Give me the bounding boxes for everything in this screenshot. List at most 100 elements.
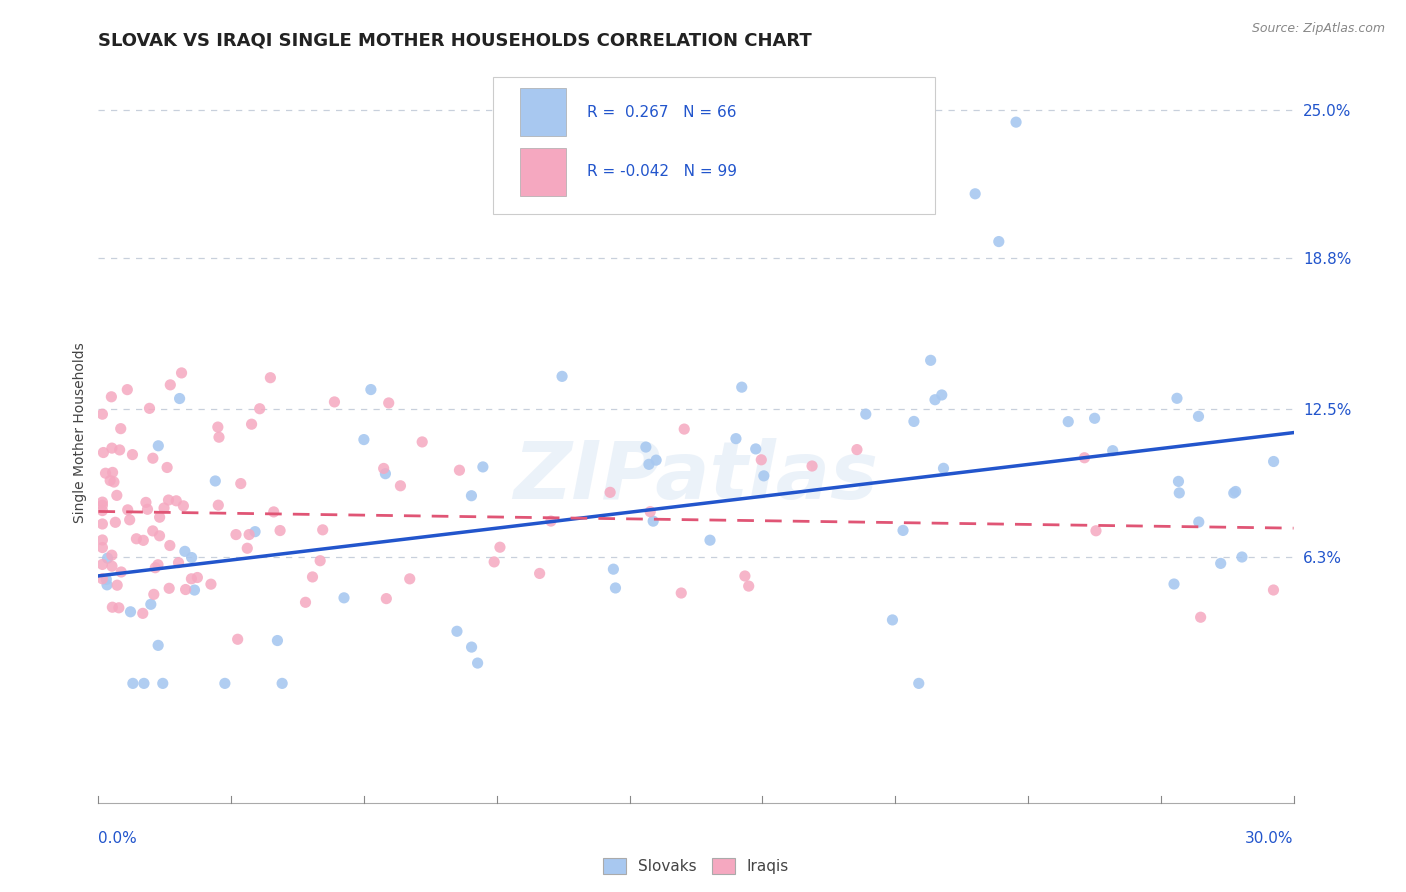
Point (263, 505, 285, 519)
Point (602, 562, 624, 576)
Point (132, 533, 155, 548)
Point (323, 395, 346, 409)
Point (186, 570, 208, 584)
Point (153, 500, 176, 515)
Legend: Slovaks, Iraqis: Slovaks, Iraqis (596, 852, 796, 880)
Point (731, 380, 754, 394)
Point (174, 582, 197, 597)
Point (146, 558, 169, 572)
Point (101, 600, 124, 615)
Text: Source: ZipAtlas.com: Source: ZipAtlas.com (1251, 22, 1385, 36)
Point (226, 632, 249, 647)
Point (91, 495, 114, 509)
Point (146, 639, 169, 653)
Point (671, 586, 693, 600)
Point (599, 485, 621, 500)
Point (236, 541, 259, 556)
Point (118, 513, 141, 527)
Point (460, 640, 482, 654)
Point (157, 493, 180, 508)
Point (738, 579, 761, 593)
Point (1230, 549, 1253, 564)
Bar (520, 88, 565, 136)
Point (96, 578, 118, 592)
Bar (520, 147, 565, 195)
Point (551, 369, 574, 384)
Point (229, 476, 252, 491)
Point (1101, 443, 1123, 458)
Point (489, 540, 512, 554)
Point (139, 597, 162, 611)
Point (96, 551, 118, 566)
Point (924, 392, 946, 407)
Point (482, 555, 505, 569)
Y-axis label: Single Mother Households: Single Mother Households (73, 343, 87, 523)
Point (855, 407, 877, 421)
Point (389, 479, 412, 493)
Point (180, 572, 202, 586)
Point (148, 529, 170, 543)
Point (1073, 450, 1095, 465)
Point (1209, 557, 1232, 571)
Point (125, 532, 148, 546)
Point (529, 566, 551, 581)
Point (882, 613, 904, 627)
Point (142, 524, 165, 538)
Point (225, 527, 247, 541)
Point (446, 624, 468, 639)
Point (207, 420, 229, 434)
Point (471, 459, 494, 474)
Point (117, 383, 139, 397)
Point (920, 353, 942, 368)
Point (965, 186, 987, 201)
Point (411, 434, 433, 449)
Point (1166, 392, 1188, 406)
Point (170, 366, 193, 380)
Point (108, 600, 131, 615)
Point (634, 440, 657, 454)
Point (301, 570, 323, 584)
Point (117, 503, 139, 517)
Point (1057, 415, 1080, 429)
Point (645, 453, 668, 467)
Point (183, 582, 205, 597)
Point (931, 388, 953, 402)
Point (643, 514, 665, 528)
Point (240, 417, 263, 432)
Point (238, 527, 260, 541)
Point (121, 676, 143, 690)
Point (121, 448, 143, 462)
Point (91, 407, 114, 421)
Point (159, 377, 181, 392)
Point (100, 390, 122, 404)
Text: 30.0%: 30.0% (1246, 831, 1294, 847)
Point (271, 676, 294, 690)
Point (103, 475, 125, 489)
Point (734, 569, 756, 583)
Point (96, 573, 118, 587)
Point (167, 556, 190, 570)
Point (104, 516, 127, 530)
Point (540, 514, 562, 528)
Point (699, 533, 721, 548)
Point (136, 502, 159, 516)
Point (749, 452, 772, 467)
Point (309, 554, 332, 568)
Point (249, 401, 271, 416)
Point (98, 474, 121, 488)
Point (93, 445, 115, 459)
Point (94, 467, 117, 481)
Point (266, 633, 288, 648)
Text: 0.0%: 0.0% (98, 831, 138, 847)
Point (204, 474, 226, 488)
Point (132, 607, 155, 621)
Point (353, 433, 375, 447)
Point (745, 442, 768, 456)
Point (101, 466, 124, 480)
Point (1084, 411, 1107, 425)
Point (845, 442, 868, 457)
Point (165, 493, 187, 508)
Point (243, 524, 266, 539)
Point (460, 489, 482, 503)
Point (1263, 454, 1285, 468)
